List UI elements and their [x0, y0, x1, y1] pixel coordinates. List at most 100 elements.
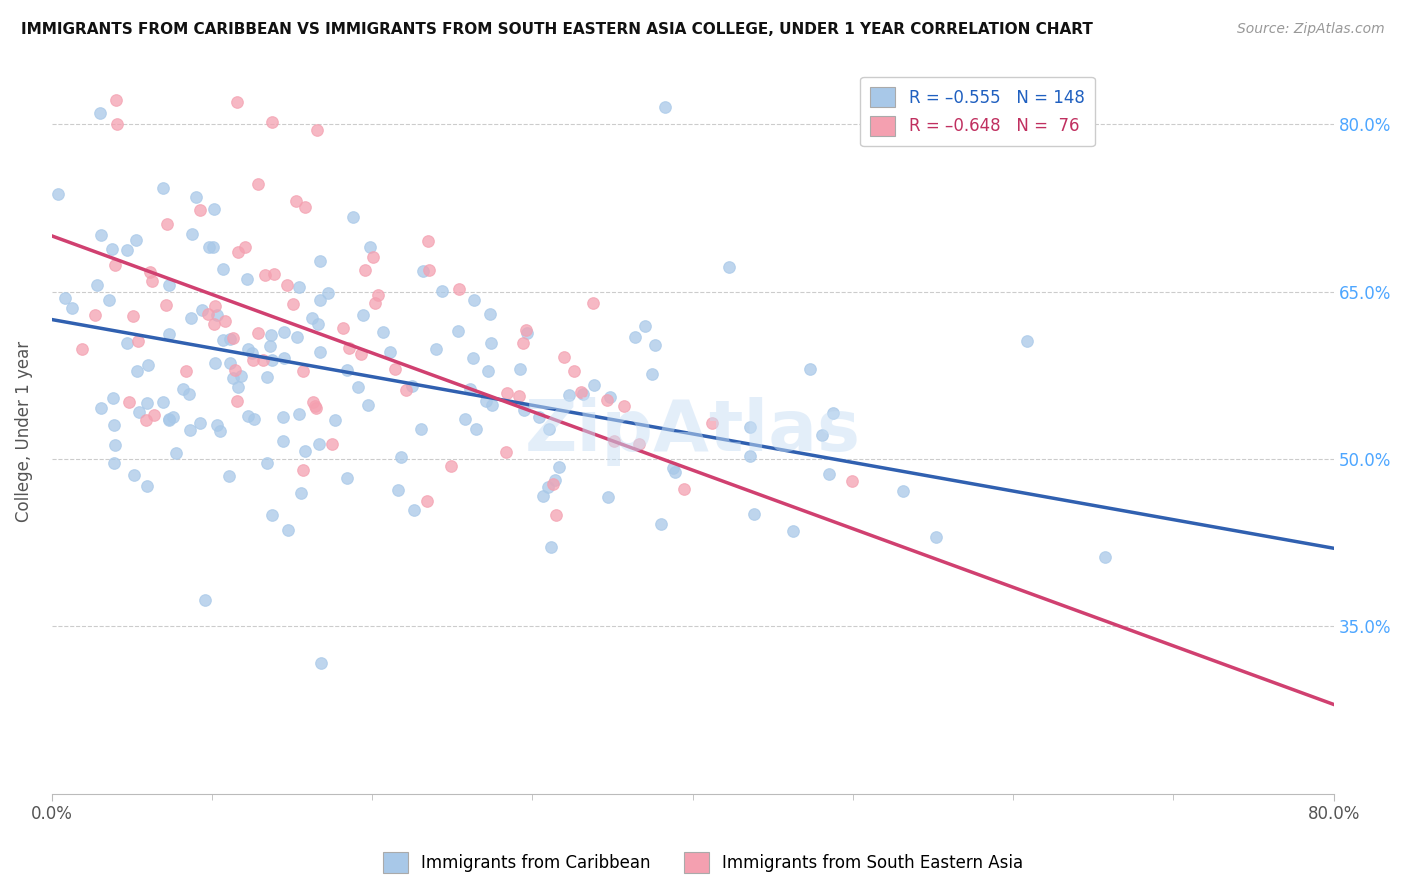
Point — [285, 194, 308, 209]
Point — [273, 409, 295, 424]
Point — [458, 383, 481, 397]
Point — [184, 190, 207, 204]
Point — [599, 390, 621, 404]
Point — [744, 508, 766, 522]
Point — [202, 317, 225, 331]
Point — [474, 393, 496, 408]
Point — [425, 342, 447, 356]
Point — [152, 395, 174, 409]
Point — [197, 307, 219, 321]
Point — [60, 301, 83, 316]
Y-axis label: College, Under 1 year: College, Under 1 year — [15, 341, 32, 522]
Point — [650, 516, 672, 531]
Point — [336, 363, 359, 377]
Point — [188, 202, 211, 217]
Point — [115, 243, 138, 257]
Point — [316, 286, 339, 301]
Point — [218, 356, 240, 370]
Point — [288, 279, 311, 293]
Point — [582, 377, 605, 392]
Point — [357, 398, 380, 412]
Point — [53, 292, 76, 306]
Point — [891, 483, 914, 498]
Point — [104, 258, 127, 272]
Point — [127, 334, 149, 349]
Point — [515, 323, 537, 337]
Point — [537, 421, 560, 435]
Point — [512, 335, 534, 350]
Point — [634, 319, 657, 334]
Point — [135, 396, 157, 410]
Point — [513, 402, 536, 417]
Point — [155, 298, 177, 312]
Point — [477, 363, 499, 377]
Point — [465, 422, 488, 436]
Point — [141, 274, 163, 288]
Point — [401, 379, 423, 393]
Point — [180, 311, 202, 326]
Point — [841, 474, 863, 488]
Point — [277, 524, 299, 538]
Point — [799, 361, 821, 376]
Point — [90, 228, 112, 243]
Point — [224, 363, 246, 377]
Point — [1094, 550, 1116, 565]
Point — [412, 264, 434, 278]
Point — [359, 239, 381, 253]
Point — [440, 458, 463, 473]
Point — [273, 351, 295, 366]
Point — [105, 117, 128, 131]
Point — [496, 386, 519, 401]
Point — [225, 95, 247, 110]
Point — [641, 367, 664, 381]
Point — [546, 508, 568, 522]
Point — [509, 362, 531, 376]
Point — [569, 384, 592, 399]
Point — [48, 186, 70, 201]
Point — [544, 473, 567, 487]
Point — [418, 263, 440, 277]
Point — [212, 262, 235, 277]
Point — [479, 336, 502, 351]
Text: IMMIGRANTS FROM CARIBBEAN VS IMMIGRANTS FROM SOUTH EASTERN ASIA COLLEGE, UNDER 1: IMMIGRANTS FROM CARIBBEAN VS IMMIGRANTS … — [21, 22, 1092, 37]
Point — [86, 277, 108, 292]
Point — [128, 405, 150, 419]
Point — [97, 293, 120, 307]
Point — [664, 465, 686, 479]
Point — [121, 309, 143, 323]
Point — [738, 419, 761, 434]
Point — [516, 326, 538, 340]
Point — [259, 339, 281, 353]
Point — [449, 282, 471, 296]
Point — [302, 395, 325, 409]
Point — [197, 240, 219, 254]
Point — [307, 317, 329, 331]
Point — [294, 200, 316, 214]
Point — [204, 356, 226, 370]
Point — [156, 217, 179, 231]
Point — [238, 342, 260, 356]
Point — [221, 370, 243, 384]
Point — [548, 459, 571, 474]
Point — [276, 278, 298, 293]
Point — [72, 342, 94, 356]
Point — [177, 387, 200, 401]
Point — [557, 388, 579, 402]
Point — [350, 347, 373, 361]
Point — [323, 413, 346, 427]
Point — [125, 233, 148, 247]
Point — [273, 325, 295, 339]
Point — [531, 489, 554, 503]
Point — [352, 308, 374, 322]
Point — [495, 445, 517, 459]
Point — [353, 263, 375, 277]
Point — [226, 380, 249, 394]
Point — [672, 483, 695, 497]
Point — [222, 331, 245, 345]
Point — [644, 338, 666, 352]
Point — [572, 386, 595, 401]
Point — [305, 401, 328, 415]
Point — [301, 311, 323, 326]
Point — [162, 409, 184, 424]
Point — [166, 446, 188, 460]
